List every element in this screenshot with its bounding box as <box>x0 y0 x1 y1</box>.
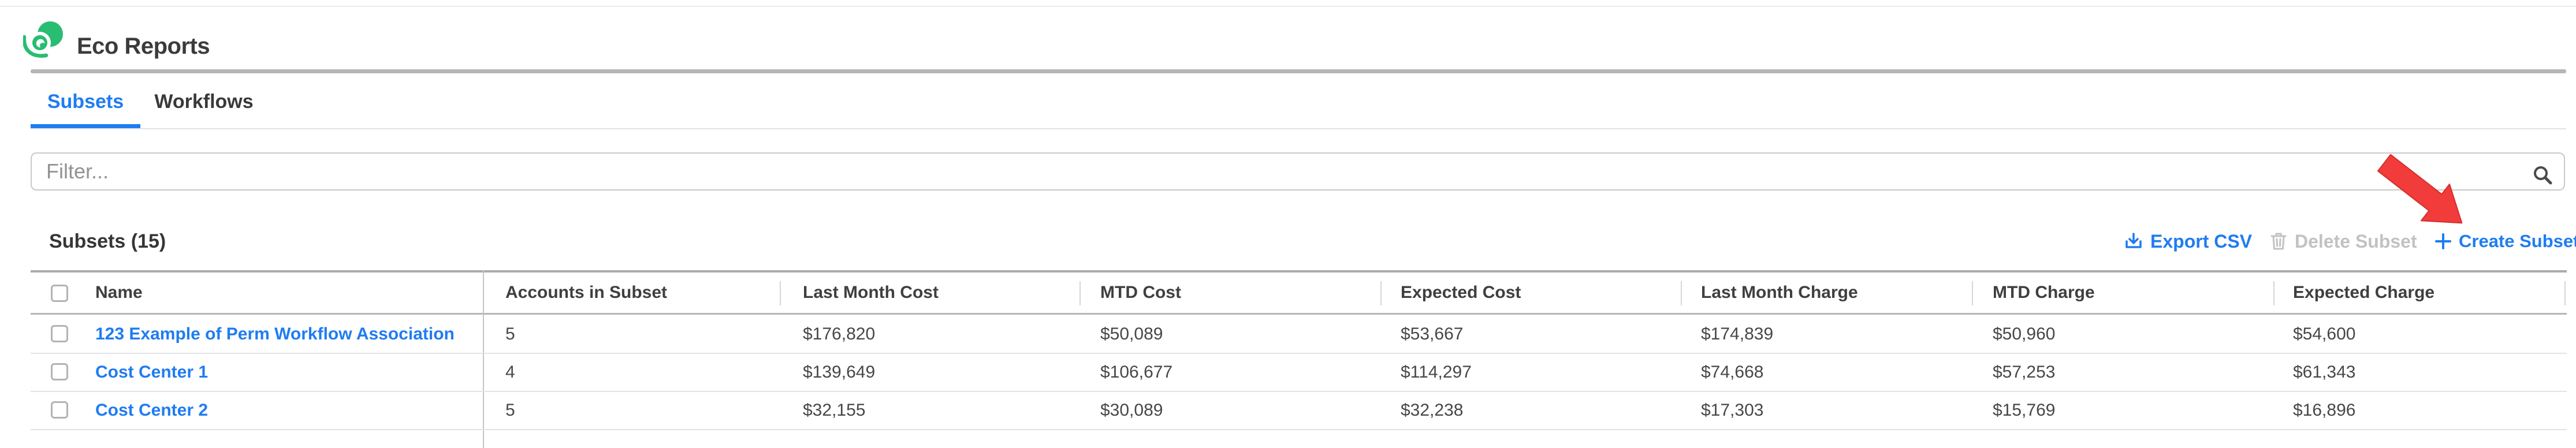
column-header: MTD Cost <box>1100 283 1181 302</box>
column-header: Expected Charge <box>2293 283 2435 302</box>
page-title: Eco Reports <box>77 33 210 59</box>
row-checkbox[interactable] <box>51 363 68 380</box>
table-cell: $74,668 <box>1701 363 1764 382</box>
table-cell: $17,303 <box>1701 401 1764 420</box>
delete-subset-label: Delete Subset <box>2295 230 2417 252</box>
table-cell: 4 <box>505 363 515 382</box>
select-all-checkbox[interactable] <box>51 285 68 302</box>
column-header: MTD Charge <box>1993 283 2095 302</box>
column-header-divider <box>1681 281 1682 305</box>
table-row: 123 Example of Perm Workflow Association… <box>31 316 2567 354</box>
row-checkbox[interactable] <box>51 401 68 419</box>
table-cell: $15,769 <box>1993 401 2056 420</box>
tab-workflows[interactable]: Workflows <box>154 91 254 113</box>
table-cell: $114,297 <box>1401 363 1472 382</box>
table-cell: $106,677 <box>1100 363 1173 382</box>
column-header: Name <box>95 283 143 302</box>
column-header-divider <box>1972 281 1973 305</box>
eco-logo-icon <box>23 21 63 58</box>
export-csv-button[interactable]: Export CSV <box>2124 230 2252 253</box>
table-row: Cost Center 2 5 $32,155 $30,089 $32,238 $17,3… <box>31 392 2567 430</box>
filter-input[interactable] <box>32 154 2564 189</box>
subset-name-link[interactable]: 123 Example of Perm Workflow Association <box>95 324 455 344</box>
column-header: Last Month Cost <box>803 283 939 302</box>
column-header-divider <box>2564 281 2566 305</box>
section-title: Subsets (15) <box>49 230 166 252</box>
table-cell: $174,839 <box>1701 324 1774 344</box>
active-tab-underline <box>31 124 140 128</box>
create-subset-label: Create Subset <box>2459 231 2576 251</box>
table-cell: $61,343 <box>2293 363 2356 382</box>
column-header-divider <box>780 281 781 305</box>
tab-bar-border <box>31 128 2566 129</box>
table-row: Cost Center 1 4 $139,649 $106,677 $114,297 $7… <box>31 354 2567 392</box>
name-column-divider <box>483 270 484 448</box>
table-cell: $57,253 <box>1993 363 2056 382</box>
table-cell: $50,960 <box>1993 324 2056 344</box>
table-cell: $54,600 <box>2293 324 2356 344</box>
export-csv-label: Export CSV <box>2150 230 2253 252</box>
subsets-table: Name Accounts in Subset Last Month Cost MTD… <box>31 270 2567 448</box>
column-header: Expected Cost <box>1401 283 1521 302</box>
table-cell: $16,896 <box>2293 401 2356 420</box>
search-icon[interactable] <box>2532 165 2553 185</box>
top-divider <box>0 6 2576 7</box>
table-cell: 5 <box>505 324 515 344</box>
column-header-divider <box>1079 281 1081 305</box>
column-header: Last Month Charge <box>1701 283 1858 302</box>
plus-icon <box>2435 233 2451 249</box>
horizontal-scrollbar[interactable] <box>31 69 2566 73</box>
table-cell: $53,667 <box>1401 324 1464 344</box>
table-cell: $139,649 <box>803 363 876 382</box>
table-cell: $176,820 <box>803 324 876 344</box>
column-header-divider <box>1380 281 1382 305</box>
tab-subsets[interactable]: Subsets <box>47 91 124 113</box>
table-cell: 5 <box>505 401 515 420</box>
column-header: Accounts in Subset <box>505 283 668 302</box>
table-cell: $32,238 <box>1401 401 1464 420</box>
table-header-row: Name Accounts in Subset Last Month Cost MTD… <box>31 270 2567 315</box>
download-icon <box>2125 233 2142 248</box>
subset-name-link[interactable]: Cost Center 1 <box>95 363 209 382</box>
subset-name-link[interactable]: Cost Center 2 <box>95 401 209 420</box>
create-subset-button[interactable]: Create Subset <box>2435 230 2576 253</box>
table-cell: $30,089 <box>1100 401 1163 420</box>
column-header-divider <box>2273 281 2275 305</box>
trash-icon <box>2270 233 2287 250</box>
delete-subset-button[interactable]: Delete Subset <box>2270 230 2417 253</box>
filter-field <box>31 152 2565 191</box>
table-cell: $50,089 <box>1100 324 1163 344</box>
row-checkbox[interactable] <box>51 325 68 342</box>
table-cell: $32,155 <box>803 401 866 420</box>
